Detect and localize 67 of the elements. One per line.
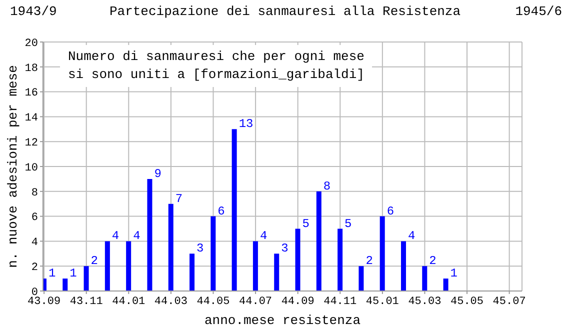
x-tick-label: 45.07	[492, 296, 526, 308]
x-tick-label: 44.05	[196, 296, 230, 308]
bar	[295, 228, 300, 291]
data-label: 2	[90, 254, 98, 268]
y-axis-title: n. nuove adesioni per mese	[6, 65, 21, 268]
x-tick-label: 45.05	[450, 296, 484, 308]
y-tick-label: 18	[24, 62, 38, 75]
data-label: 4	[133, 229, 140, 244]
data-label: 9	[154, 166, 162, 181]
bar	[443, 278, 448, 291]
data-label: 1	[450, 266, 458, 281]
data-label: 5	[302, 216, 310, 231]
data-label: 8	[323, 179, 331, 194]
bar	[126, 241, 132, 291]
bar	[84, 266, 89, 291]
x-tick-label: 44.03	[154, 296, 188, 308]
x-tick-label: 43.11	[70, 296, 104, 308]
x-tick-label: 43.09	[28, 296, 61, 308]
y-tick-label: 2	[31, 262, 38, 274]
y-tick-label: 20	[24, 38, 38, 50]
y-tick-label: 14	[24, 112, 38, 125]
x-axis-title: anno.mese resistenza	[204, 313, 361, 328]
bar	[380, 216, 385, 291]
data-label: 5	[344, 216, 352, 231]
x-tick-label: 44.11	[324, 296, 358, 308]
data-label: 7	[175, 192, 183, 206]
y-tick-label: 10	[24, 162, 38, 174]
text: 1943/9	[10, 4, 57, 19]
y-tick-label: 16	[24, 88, 38, 100]
x-tick-label: 45.01	[366, 296, 400, 308]
bar	[104, 241, 110, 291]
data-label: 6	[386, 204, 394, 218]
bar	[338, 228, 343, 291]
bar	[316, 191, 322, 291]
data-label: 4	[260, 229, 268, 244]
text: 1945/6	[515, 4, 562, 19]
bar	[232, 129, 237, 291]
x-tick-label: 44.07	[239, 296, 272, 308]
x-tick-label: 45.03	[408, 296, 442, 308]
data-label: 2	[429, 254, 436, 268]
data-label: 3	[281, 242, 288, 256]
data-label: 3	[196, 242, 204, 256]
annotation: Numero di sanmauresi che per ogni mese si sono uniti a [formazioni_garibaldi]	[60, 45, 372, 87]
data-label: 1	[70, 266, 77, 281]
data-label: 1	[48, 266, 56, 281]
bar	[358, 266, 364, 291]
bar	[422, 266, 428, 291]
bar	[62, 278, 68, 291]
y-tick-label: 4	[31, 237, 38, 250]
bar	[147, 178, 152, 291]
data-label: 4	[408, 229, 416, 244]
x-tick-label: 44.01	[112, 296, 146, 308]
bar	[252, 241, 258, 291]
x-tick-label: 44.09	[281, 296, 314, 308]
bar	[168, 204, 174, 291]
bar	[210, 216, 216, 291]
chart-title: Partecipazione dei sanmauresi alla Resistenza	[109, 4, 461, 19]
y-tick-label: 8	[31, 187, 38, 200]
data-label: 4	[112, 229, 120, 244]
y-tick-label: 12	[24, 138, 38, 150]
bar	[274, 254, 280, 291]
bar	[401, 241, 406, 291]
data-label: 2	[366, 254, 373, 268]
bar	[190, 254, 195, 291]
data-label: 6	[218, 204, 225, 218]
data-label: 13	[238, 117, 254, 132]
y-tick-label: 6	[31, 212, 38, 224]
